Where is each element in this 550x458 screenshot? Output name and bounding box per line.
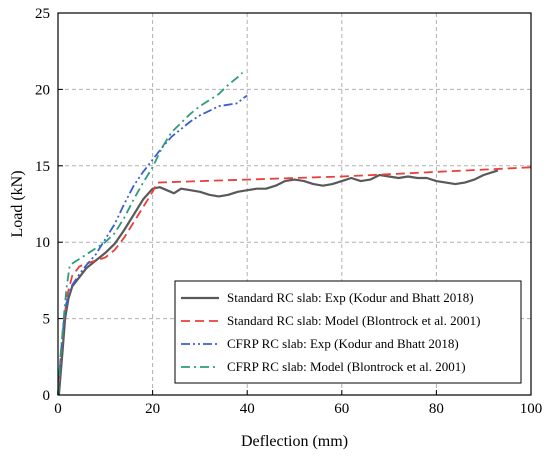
legend-label-3: CFRP RC slab: Exp (Kodur and Bhatt 2018) <box>227 336 459 351</box>
series-layer <box>57 71 532 396</box>
legend-box <box>174 280 522 384</box>
series-line-3 <box>57 94 248 396</box>
y-tick-label: 15 <box>35 159 50 175</box>
y-axis-title: Load (kN) <box>9 170 26 237</box>
legend-label-1: Standard RC slab: Exp (Kodur and Bhatt 2… <box>227 290 474 305</box>
y-tick-label: 20 <box>35 82 50 98</box>
x-tick-label: 100 <box>520 401 543 417</box>
y-tick-label: 0 <box>43 388 51 404</box>
series-line-1 <box>57 169 499 396</box>
plot-frame <box>57 12 532 396</box>
legend-label-4: CFRP RC slab: Model (Blontrock et al. 20… <box>227 359 466 374</box>
ticks: 0 20 40 60 80 100 0 5 10 15 20 25 <box>35 6 542 417</box>
x-axis-title: Deflection (mm) <box>241 433 348 450</box>
series-line-2 <box>57 166 532 396</box>
x-tick-label: 40 <box>240 401 255 417</box>
x-tick-label: 0 <box>54 401 62 417</box>
legend-label-2: Standard RC slab: Model (Blontrock et al… <box>227 313 480 328</box>
legend: Standard RC slab: Exp (Kodur and Bhatt 2… <box>174 280 522 384</box>
y-tick-label: 5 <box>43 312 51 328</box>
y-tick-label: 25 <box>35 6 50 22</box>
x-tick-label: 20 <box>145 401 160 417</box>
x-tick-label: 80 <box>429 401 444 417</box>
y-tick-label: 10 <box>35 235 50 251</box>
series-line-4 <box>57 71 244 396</box>
x-tick-label: 60 <box>334 401 349 417</box>
